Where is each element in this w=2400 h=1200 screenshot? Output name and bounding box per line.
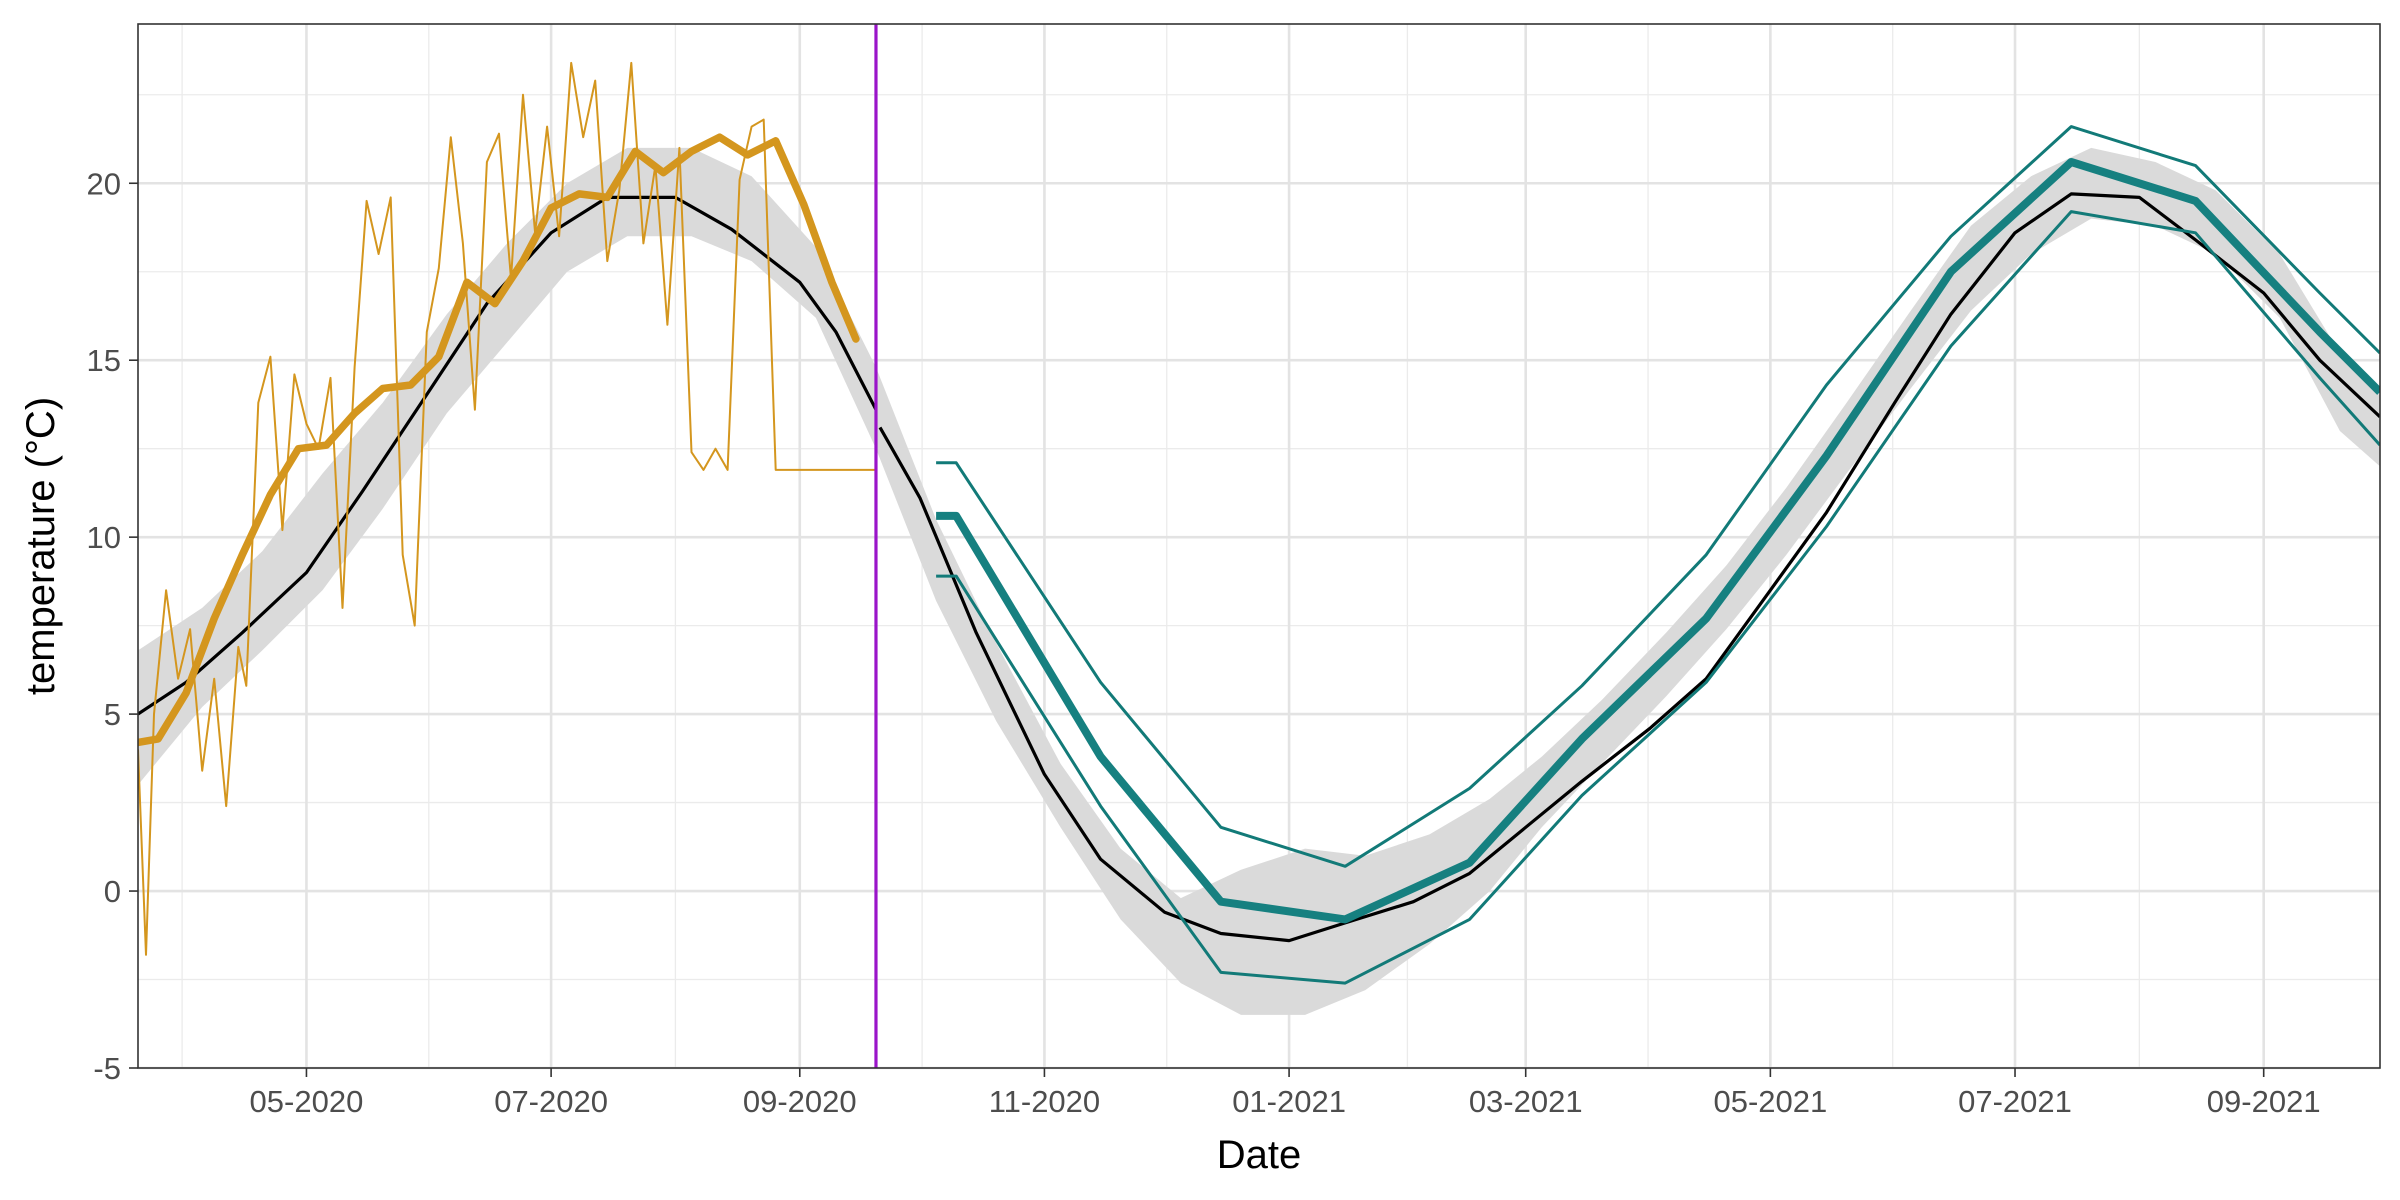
x-tick-label: 05-2021 xyxy=(1713,1084,1827,1119)
y-tick-label: 0 xyxy=(104,874,121,909)
x-tick-label: 01-2021 xyxy=(1232,1084,1346,1119)
plot-area xyxy=(138,24,2380,1068)
y-axis: -5 0 5 10 15 20 xyxy=(87,166,138,1086)
y-tick-label: 15 xyxy=(87,343,121,378)
x-tick-label: 09-2020 xyxy=(743,1084,857,1119)
forecast-lower-line xyxy=(936,210,2380,985)
observed-smooth-line xyxy=(138,133,860,747)
x-tick-label: 03-2021 xyxy=(1469,1084,1583,1119)
y-tick-label: 10 xyxy=(87,520,121,555)
x-axis-title: Date xyxy=(1217,1133,1302,1177)
y-tick-label: -5 xyxy=(93,1051,121,1086)
y-tick-label: 5 xyxy=(104,697,121,732)
forecast-upper-line xyxy=(936,125,2380,868)
x-axis: 05-2020 07-2020 09-2020 11-2020 01-2021 03-20… xyxy=(250,1068,2321,1119)
y-axis-title: temperature (°C) xyxy=(19,397,63,695)
x-tick-label: 09-2021 xyxy=(2207,1084,2321,1119)
forecast-mean-line xyxy=(936,158,2380,924)
x-tick-label: 07-2021 xyxy=(1958,1084,2072,1119)
panel-border xyxy=(137,23,2381,1069)
x-tick-label: 11-2020 xyxy=(989,1084,1100,1119)
y-tick-label: 20 xyxy=(87,166,121,201)
x-tick-label: 07-2020 xyxy=(494,1084,608,1119)
observed-daily-line xyxy=(138,61,876,956)
x-tick-label: 05-2020 xyxy=(250,1084,364,1119)
climatology-mean-line xyxy=(878,192,2380,943)
